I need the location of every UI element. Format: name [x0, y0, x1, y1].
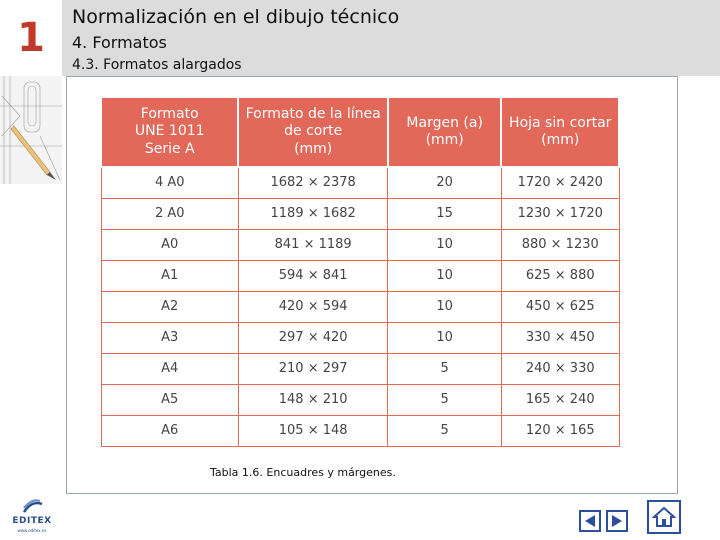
logo-text: EDITEX — [12, 516, 52, 526]
cell-uncut-sheet: 330 × 450 — [500, 321, 620, 354]
cell-uncut-sheet: 120 × 165 — [500, 414, 620, 447]
header-bar — [0, 0, 720, 76]
page-title: Normalización en el dibujo técnico — [72, 6, 400, 28]
cell-margin: 5 — [387, 414, 502, 447]
formats-table: Formato UNE 1011 Serie A Formato de la l… — [99, 96, 620, 447]
cell-uncut-sheet: 625 × 880 — [500, 259, 620, 292]
cell-format: 2 A0 — [100, 197, 239, 230]
header-format: Formato UNE 1011 Serie A — [99, 96, 240, 168]
table-row: A2 420 × 594 10 450 × 625 — [100, 290, 620, 323]
cell-margin: 20 — [387, 166, 502, 199]
triangle-right-icon — [612, 515, 622, 527]
cell-format: A1 — [100, 259, 239, 292]
cell-format: A6 — [100, 414, 239, 447]
house-icon — [652, 506, 676, 527]
cell-cut-line: 594 × 841 — [237, 259, 389, 292]
cell-margin: 10 — [387, 290, 502, 323]
table-row: A1 594 × 841 10 625 × 880 — [100, 259, 620, 292]
cell-uncut-sheet: 880 × 1230 — [500, 228, 620, 261]
cell-format: 4 A0 — [100, 166, 239, 199]
cell-cut-line: 148 × 210 — [237, 383, 389, 416]
cell-cut-line: 841 × 1189 — [237, 228, 389, 261]
cell-format: A0 — [100, 228, 239, 261]
editex-logo: EDITEX www.editex.es — [10, 498, 54, 536]
cell-format: A3 — [100, 321, 239, 354]
cell-margin: 10 — [387, 321, 502, 354]
chapter-number: 1 — [0, 0, 62, 76]
logo-url: www.editex.es — [17, 528, 47, 533]
cell-format: A2 — [100, 290, 239, 323]
cell-uncut-sheet: 1720 × 2420 — [500, 166, 620, 199]
cell-cut-line: 420 × 594 — [237, 290, 389, 323]
cell-format: A5 — [100, 383, 239, 416]
cell-margin: 15 — [387, 197, 502, 230]
table-row: 2 A0 1189 × 1682 15 1230 × 1720 — [100, 197, 620, 230]
section-title: 4.3. Formatos alargados — [72, 57, 242, 73]
cell-uncut-sheet: 450 × 625 — [500, 290, 620, 323]
table-row: A5 148 × 210 5 165 × 240 — [100, 383, 620, 416]
cell-margin: 10 — [387, 259, 502, 292]
table-header-row: Formato UNE 1011 Serie A Formato de la l… — [99, 96, 620, 168]
prev-button[interactable] — [579, 510, 601, 532]
cell-cut-line: 297 × 420 — [237, 321, 389, 354]
cell-cut-line: 1189 × 1682 — [237, 197, 389, 230]
cell-uncut-sheet: 1230 × 1720 — [500, 197, 620, 230]
next-button[interactable] — [606, 510, 628, 532]
cell-margin: 5 — [387, 352, 502, 385]
table-row: A4 210 × 297 5 240 × 330 — [100, 352, 620, 385]
page-subtitle: 4. Formatos — [72, 33, 167, 52]
table-row: A3 297 × 420 10 330 × 450 — [100, 321, 620, 354]
home-button[interactable] — [647, 500, 681, 534]
cell-format: A4 — [100, 352, 239, 385]
triangle-left-icon — [585, 515, 595, 527]
header-uncut-sheet: Hoja sin cortar (mm) — [500, 96, 620, 168]
cell-cut-line: 1682 × 2378 — [237, 166, 389, 199]
cell-margin: 5 — [387, 383, 502, 416]
table-caption: Tabla 1.6. Encuadres y márgenes. — [210, 466, 396, 479]
drawing-tools-sketch-icon — [0, 76, 62, 184]
cell-margin: 10 — [387, 228, 502, 261]
table-row: 4 A0 1682 × 2378 20 1720 × 2420 — [100, 166, 620, 199]
cell-cut-line: 210 × 297 — [237, 352, 389, 385]
cell-uncut-sheet: 240 × 330 — [500, 352, 620, 385]
cell-cut-line: 105 × 148 — [237, 414, 389, 447]
header-margin: Margen (a) (mm) — [386, 96, 503, 168]
header-cut-line: Formato de la línea de corte (mm) — [237, 96, 389, 168]
cell-uncut-sheet: 165 × 240 — [500, 383, 620, 416]
editex-logo-icon — [22, 499, 43, 513]
table-row: A0 841 × 1189 10 880 × 1230 — [100, 228, 620, 261]
table-row: A6 105 × 148 5 120 × 165 — [100, 414, 620, 447]
